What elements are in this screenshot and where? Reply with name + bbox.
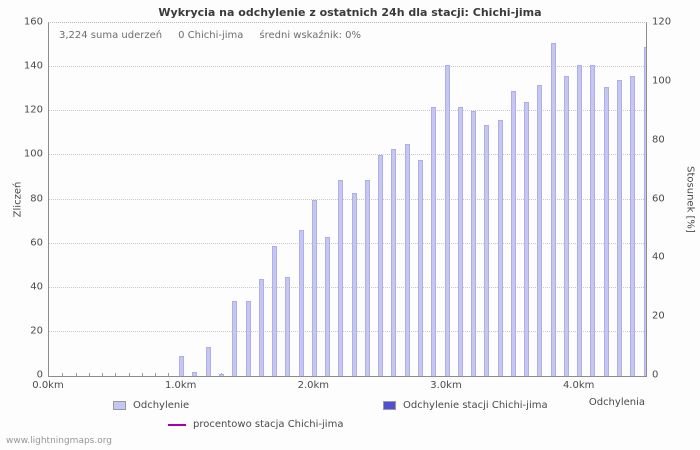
legend-item-station-deviation: Odchylenie stacji Chichi-jima xyxy=(383,400,548,411)
deviation-bar xyxy=(378,155,384,376)
deviation-bar xyxy=(272,245,278,376)
x-axis-tick-label: 2.0km xyxy=(297,380,330,391)
x-axis-tick-mark xyxy=(102,373,104,376)
x-axis-tick-label: 0.0km xyxy=(32,380,64,391)
gridline xyxy=(49,286,646,288)
right-axis-tick-label: 100 xyxy=(652,75,672,87)
left-axis-tick-label: 60 xyxy=(30,237,43,249)
x-axis-tick-mark xyxy=(75,373,77,376)
deviation-bar xyxy=(325,237,331,376)
deviation-bar xyxy=(643,47,646,376)
deviation-bar xyxy=(338,179,344,376)
x-axis-label: Odchylenia xyxy=(588,397,645,408)
deviation-bar xyxy=(590,64,596,376)
deviation-bar xyxy=(497,120,503,376)
legend-swatch-odchylenie xyxy=(113,401,126,410)
deviation-bar xyxy=(484,124,490,376)
left-axis-tick-label: 0 xyxy=(36,369,43,381)
legend-swatch-station-deviation xyxy=(383,401,396,410)
deviation-bar xyxy=(563,75,569,376)
right-axis-tick-label: 40 xyxy=(652,251,665,263)
x-axis-tick-mark xyxy=(88,373,90,376)
gridline xyxy=(49,330,646,332)
sum-strikes-text: 3,224 suma uderzeń xyxy=(59,30,163,41)
legend-label-station-percent: procentowo stacja Chichi-jima xyxy=(193,419,344,430)
deviation-bar xyxy=(258,278,264,376)
gridline xyxy=(49,154,646,156)
deviation-bar xyxy=(232,301,238,376)
x-axis-tick-mark xyxy=(155,373,157,376)
left-axis-tick-label: 100 xyxy=(23,148,43,160)
deviation-bar xyxy=(537,84,543,376)
legend-swatch-percent-line xyxy=(168,423,186,426)
deviation-bar xyxy=(550,42,556,376)
deviation-bar xyxy=(417,159,423,376)
deviation-bar xyxy=(616,80,622,376)
gridline xyxy=(49,66,646,68)
legend-label-station-deviation: Odchylenie stacji Chichi-jima xyxy=(403,400,548,411)
left-axis-tick-label: 80 xyxy=(30,193,43,204)
x-axis-tick-mark xyxy=(141,373,143,376)
deviation-bar xyxy=(577,64,583,376)
stats-row: 3,224 suma uderzeń 0 Chichi-jima średni … xyxy=(59,30,361,41)
deviation-bar xyxy=(285,276,291,376)
deviation-bar xyxy=(510,91,516,376)
deviation-bar xyxy=(391,148,397,376)
x-axis-tick-label: 4.0km xyxy=(562,380,595,391)
deviation-bar xyxy=(179,356,185,376)
left-axis-tick-label: 120 xyxy=(23,104,43,116)
chart-title: Wykrycia na odchylenie z ostatnich 24h d… xyxy=(158,6,542,19)
gridline xyxy=(49,110,646,112)
deviation-bar xyxy=(311,199,317,376)
left-axis-tick-label: 160 xyxy=(23,16,43,28)
legend-item-odchylenie: Odchylenie xyxy=(113,400,189,411)
deviation-bar xyxy=(205,347,211,376)
deviation-bar xyxy=(457,106,463,376)
deviation-bar xyxy=(603,86,609,376)
station-strikes-text: 0 Chichi-jima xyxy=(178,30,244,41)
deviation-bar xyxy=(431,106,437,376)
plot-area: 3,224 suma uderzeń 0 Chichi-jima średni … xyxy=(48,22,647,377)
legend-label-odchylenie: Odchylenie xyxy=(133,400,190,411)
deviation-bar xyxy=(444,64,450,376)
y-axis-label-right: Stosunek [%] xyxy=(684,166,696,233)
deviation-bar xyxy=(218,373,224,376)
deviation-bar xyxy=(245,301,251,376)
right-axis-tick-label: 80 xyxy=(652,134,665,146)
watermark: www.lightningmaps.org xyxy=(6,436,112,446)
x-axis-tick-label: 1.0km xyxy=(164,380,197,391)
x-axis-tick-mark xyxy=(62,373,64,376)
left-axis-tick-label: 140 xyxy=(23,60,43,72)
avg-indicator-text: średni wskaźnik: 0% xyxy=(259,30,361,41)
gridline xyxy=(49,198,646,200)
left-axis-tick-label: 40 xyxy=(30,281,43,293)
deviation-bar xyxy=(404,144,410,376)
deviation-bar xyxy=(524,102,530,376)
right-axis-tick-label: 60 xyxy=(652,193,665,204)
deviation-bar xyxy=(471,111,477,376)
x-axis-tick-label: 3.0km xyxy=(430,380,462,391)
x-axis-tick-mark xyxy=(115,373,117,376)
legend-item-station-percent: procentowo stacja Chichi-jima xyxy=(168,419,343,430)
deviation-bar xyxy=(298,230,304,376)
x-axis-tick-mark xyxy=(168,373,170,376)
right-axis-tick-label: 0 xyxy=(652,369,659,381)
y-axis-label-left: Zliczeń xyxy=(12,181,24,218)
right-axis-tick-label: 20 xyxy=(652,310,665,322)
deviation-bar xyxy=(192,371,198,376)
deviation-bar xyxy=(630,75,636,376)
deviation-bar xyxy=(351,192,357,376)
deviation-bar xyxy=(364,179,370,376)
left-axis-tick-label: 20 xyxy=(30,325,43,337)
x-axis-tick-mark xyxy=(128,373,130,376)
right-axis-tick-label: 120 xyxy=(652,16,672,28)
gridline xyxy=(49,242,646,244)
